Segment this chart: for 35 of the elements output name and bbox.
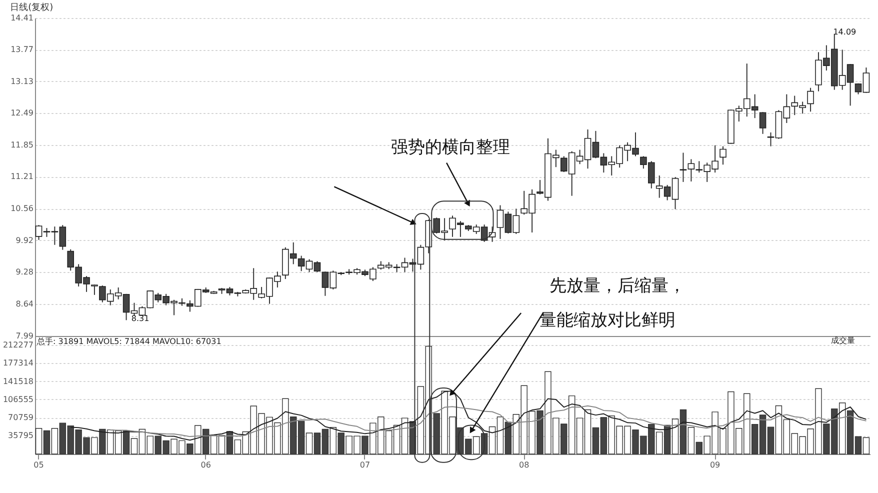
annotation: 量能缩放对比鲜明 xyxy=(540,310,676,331)
candlestick xyxy=(759,112,766,134)
y-tick-label: 212277 xyxy=(2,340,34,350)
y-tick-label: 35795 xyxy=(8,431,34,440)
annotation: 强势的横向整理 xyxy=(391,137,510,158)
x-tick-label: 08 xyxy=(519,460,530,470)
candlestick xyxy=(720,146,726,166)
y-tick-label: 106555 xyxy=(2,394,34,404)
y-tick-label: 141518 xyxy=(2,376,34,386)
y-tick-label: 11.21 xyxy=(10,172,34,182)
y-tick-label: 11.85 xyxy=(10,140,34,150)
y-tick-label: 10.56 xyxy=(10,204,34,214)
y-tick-label: 9.92 xyxy=(16,236,34,245)
y-tick-label: 13.13 xyxy=(10,76,34,86)
y-tick-label: 14.41 xyxy=(10,14,34,22)
annotation: 8.31 xyxy=(131,314,150,323)
x-tick-label: 06 xyxy=(200,460,211,470)
line-series xyxy=(70,389,867,441)
x-tick-label: 09 xyxy=(710,460,720,470)
y-tick-label: 8.64 xyxy=(16,299,34,308)
y-tick-label: 13.77 xyxy=(10,45,34,54)
y-tick-label: 177314 xyxy=(2,358,34,368)
chart-title: 日线(复权) xyxy=(10,2,54,13)
y-tick-label: 12.49 xyxy=(10,108,34,118)
y-tick-label: 9.28 xyxy=(16,268,34,277)
y-tick-label: 70759 xyxy=(8,413,34,422)
annotation: 14.09 xyxy=(833,28,856,37)
y-tick-label: 7.99 xyxy=(16,332,34,340)
x-tick-label: 07 xyxy=(360,460,370,470)
x-tick-label: 05 xyxy=(34,460,44,470)
line-series xyxy=(110,405,867,438)
candlestick xyxy=(807,87,814,112)
annotation: 成交量 xyxy=(831,336,856,346)
annotation: 总手: 31891 MAVOL5: 71844 MAVOL10: 67031 xyxy=(36,336,222,346)
annotation: 先放量，后缩量， xyxy=(550,276,686,296)
